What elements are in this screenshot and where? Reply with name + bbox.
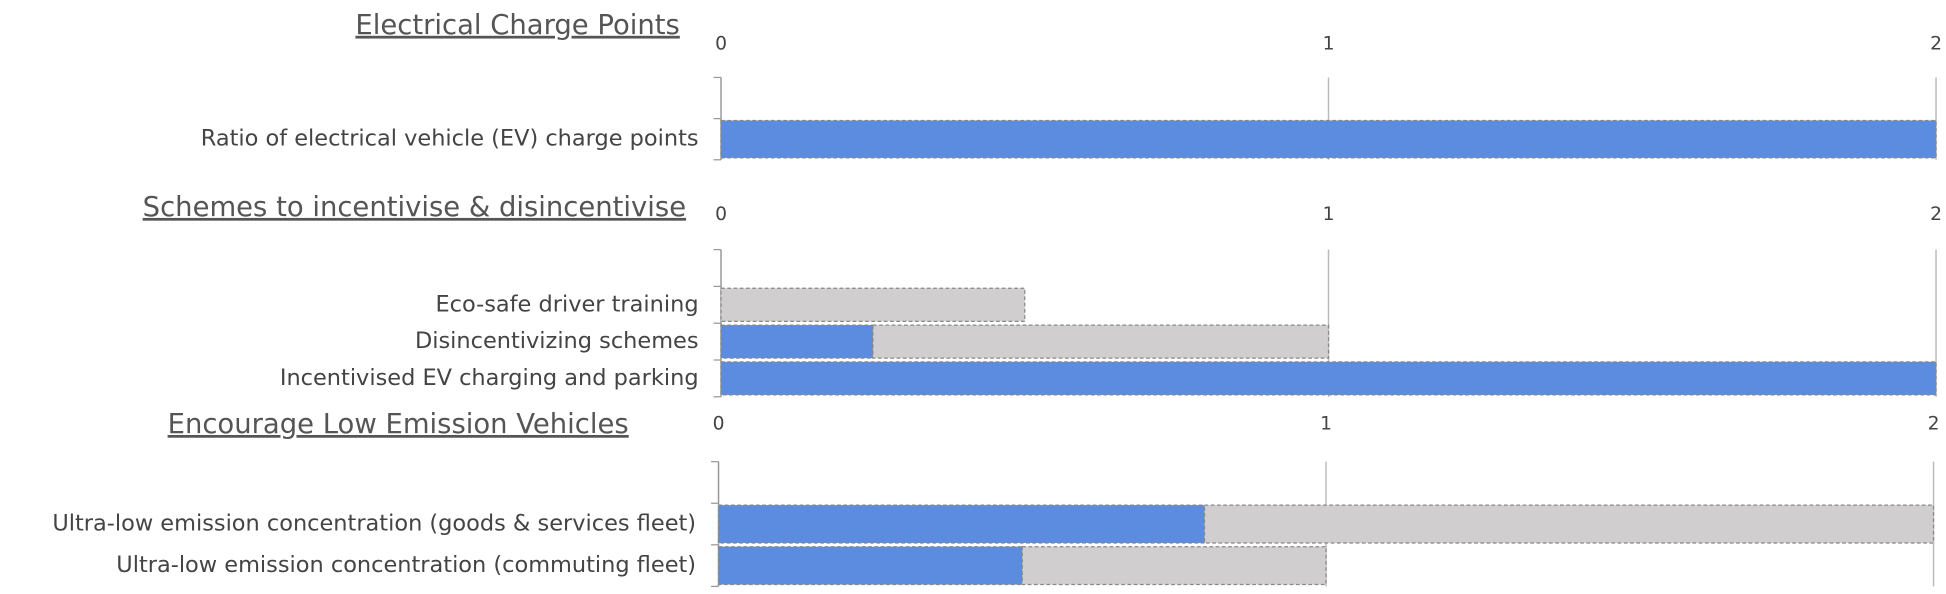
category-label: Incentivised EV charging and parking: [280, 365, 699, 391]
bar-segment: [717, 504, 1206, 544]
bar-segment: [720, 287, 1026, 322]
x-tick-label: 2: [1930, 33, 1942, 54]
bar-segment: [717, 546, 1023, 586]
chart-title: Encourage Low Emission Vehicles: [168, 409, 629, 440]
bar-segment: [872, 324, 1330, 359]
x-tick-label: 0: [715, 204, 727, 225]
bar-segment: [720, 119, 1937, 159]
x-tick-label: 2: [1928, 414, 1940, 435]
bar-segment: [1203, 504, 1935, 544]
bar-segment: [1021, 546, 1327, 586]
x-tick-label: 1: [1323, 204, 1335, 225]
x-tick-label: 1: [1320, 414, 1332, 435]
category-label: Eco-safe driver training: [435, 291, 698, 317]
category-label: Ultra-low emission concentration (goods …: [52, 511, 696, 537]
category-label: Ratio of electrical vehicle (EV) charge …: [201, 126, 699, 152]
category-label: Disincentivizing schemes: [415, 328, 699, 354]
chart-title: Electrical Charge Points: [355, 10, 679, 41]
x-tick-label: 0: [715, 33, 727, 54]
bar-segment: [720, 361, 1937, 396]
x-tick-label: 0: [713, 414, 725, 435]
x-tick-label: 2: [1930, 204, 1942, 225]
chart-title: Schemes to incentivise & disincentivise: [143, 192, 686, 223]
category-label: Ultra-low emission concentration (commut…: [116, 552, 696, 578]
x-tick-label: 1: [1323, 33, 1335, 54]
bar-segment: [720, 324, 874, 359]
